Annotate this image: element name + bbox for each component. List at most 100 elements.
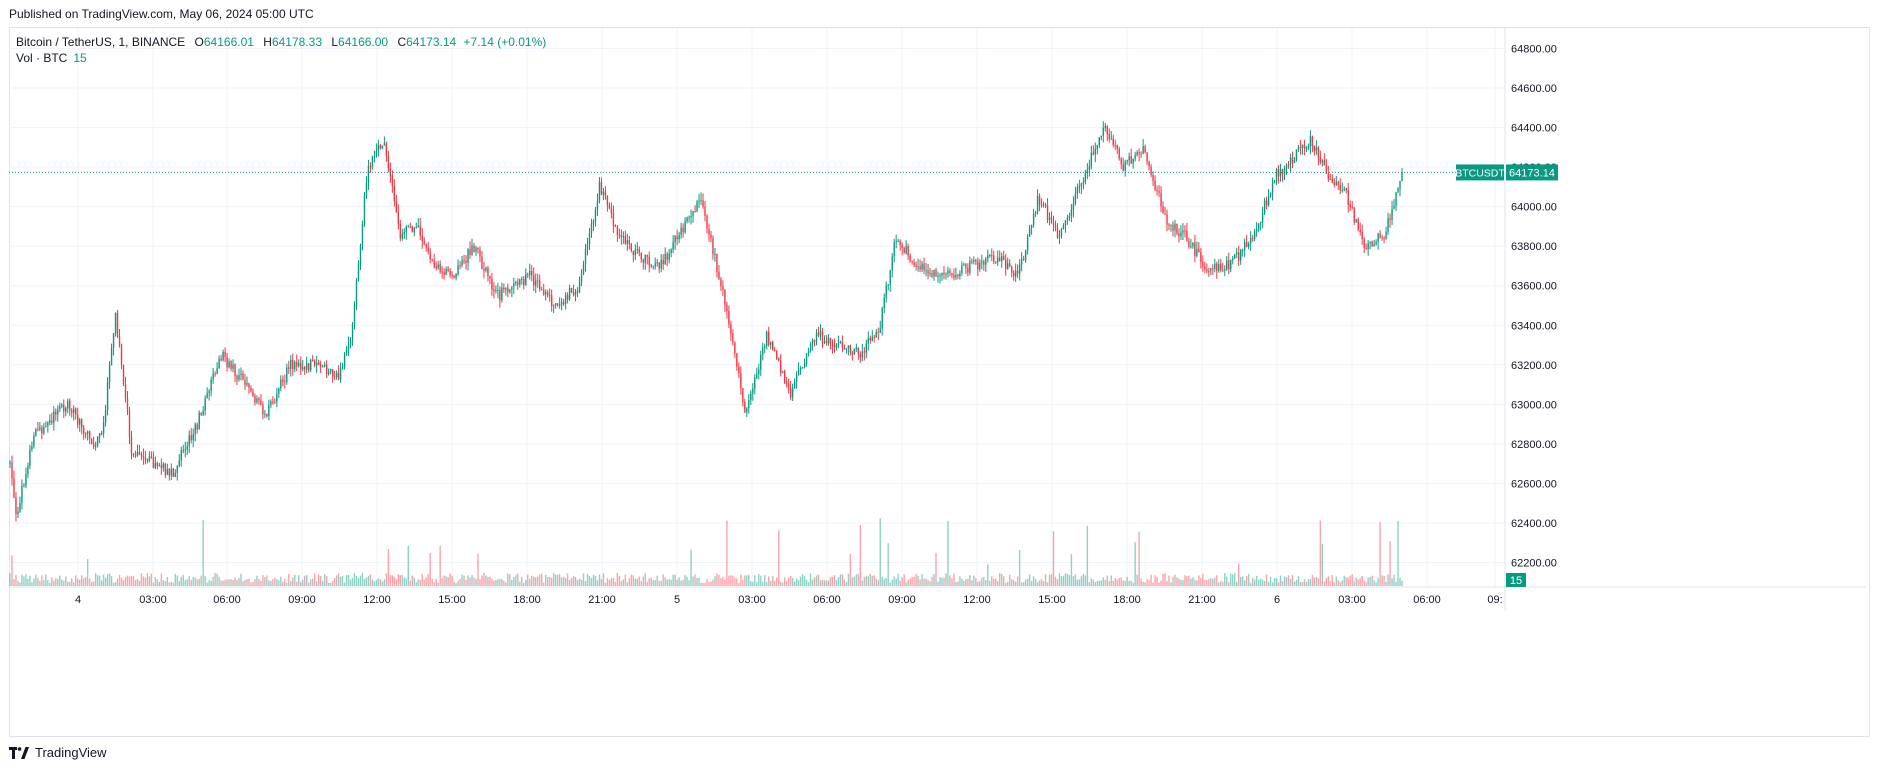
candle-body <box>1124 161 1126 171</box>
volume-bar <box>991 576 993 586</box>
volume-bar <box>214 573 216 586</box>
candle-body <box>304 367 306 370</box>
volume-bar <box>710 581 712 586</box>
volume-bar <box>39 581 41 586</box>
symbol-name[interactable]: Bitcoin / TetherUS, 1, BINANCE <box>16 35 186 49</box>
volume-bar <box>1126 576 1128 586</box>
volume-bar <box>1118 578 1120 586</box>
candle-body <box>1261 213 1264 222</box>
volume-bar <box>489 576 491 586</box>
volume-bar <box>88 578 91 586</box>
candle-body <box>25 473 27 486</box>
x-tick-label: 15:00 <box>438 594 466 606</box>
volume-bar <box>371 579 374 586</box>
candle-body <box>879 328 881 333</box>
candle-body <box>345 349 348 356</box>
candle-body <box>262 405 264 415</box>
volume-label[interactable]: Vol · BTC <box>16 51 68 65</box>
volume-bar <box>572 575 575 586</box>
candle-body <box>1090 152 1093 167</box>
price-chart[interactable]: 64800.0064600.0064400.0064200.0064000.00… <box>0 0 1882 740</box>
candle-body <box>895 241 897 243</box>
volume-bar <box>393 576 396 586</box>
candle-body <box>1070 209 1073 217</box>
candle-body <box>881 308 883 329</box>
candle-body <box>1232 258 1234 261</box>
volume-bar <box>1210 578 1212 586</box>
x-tick-label: 06:00 <box>1413 594 1441 606</box>
volume-bar <box>258 578 260 586</box>
volume-bar <box>140 573 143 586</box>
volume-bar <box>377 578 380 586</box>
volume-bar <box>772 575 774 586</box>
candle-body <box>702 200 704 207</box>
volume-bar <box>266 575 268 586</box>
volume-bar <box>353 573 356 586</box>
candle-body <box>634 249 637 255</box>
candle-body <box>646 254 648 257</box>
volume-bar <box>290 580 292 586</box>
volume-bar <box>1092 579 1095 586</box>
candle-body <box>1096 144 1099 150</box>
candle-body <box>1325 165 1328 174</box>
candle-body <box>919 266 921 270</box>
candle-body <box>1186 230 1188 242</box>
candle-body <box>722 286 724 291</box>
candle-body <box>1351 206 1353 208</box>
candle-body <box>401 234 404 239</box>
candle-body <box>431 259 433 261</box>
volume-bar <box>387 549 390 586</box>
volume-bar <box>883 578 885 586</box>
volume-bar <box>1363 580 1365 586</box>
candle-body <box>1122 164 1124 171</box>
candle-body <box>925 270 927 272</box>
candle-body <box>1401 172 1403 181</box>
volume-bar <box>1393 574 1395 586</box>
volume-bar <box>1166 581 1168 586</box>
candle-body <box>1142 146 1144 154</box>
volume-bar <box>748 574 750 586</box>
candle-body <box>1192 242 1194 247</box>
volume-bar <box>45 574 47 586</box>
volume-bar <box>92 581 95 586</box>
candle-body <box>971 261 973 263</box>
candle-body <box>403 231 406 235</box>
candle-body <box>361 224 364 246</box>
candle-body <box>43 426 45 434</box>
volume-bar <box>335 575 338 586</box>
volume-bar <box>762 581 764 586</box>
volume-bar <box>546 577 549 586</box>
candle-body <box>1036 196 1039 213</box>
volume-bar <box>367 575 370 586</box>
high-label: H <box>263 35 272 49</box>
candle-body <box>41 427 43 434</box>
candle-body <box>999 257 1001 261</box>
volume-bar <box>102 574 105 586</box>
candle-body <box>1331 179 1334 183</box>
last-price-label-bg <box>1506 164 1558 181</box>
y-tick-label: 64400.00 <box>1511 123 1557 135</box>
volume-bar <box>120 577 123 586</box>
candle-body <box>260 400 262 406</box>
candle-body <box>642 259 644 263</box>
candle-body <box>73 408 75 413</box>
volume-bar <box>533 576 535 586</box>
candle-body <box>1088 166 1091 170</box>
candle-body <box>542 290 545 295</box>
volume-bar <box>1132 582 1134 586</box>
candle-body <box>290 359 292 370</box>
candle-body <box>764 346 766 348</box>
volume-bar <box>118 574 121 586</box>
volume-bar <box>1373 580 1375 586</box>
price-markers: BTCUSDT 64173.14 15 <box>9 164 1558 587</box>
volume-bar <box>198 579 200 586</box>
volume-bar <box>1110 575 1112 586</box>
volume-bar <box>1122 580 1124 586</box>
volume-bar <box>1285 577 1288 586</box>
candle-body <box>317 362 320 365</box>
candle-body <box>441 271 443 273</box>
volume-bar <box>455 582 457 586</box>
candle-body <box>463 260 465 262</box>
volume-bar <box>1066 573 1069 586</box>
candle-body <box>720 278 722 287</box>
